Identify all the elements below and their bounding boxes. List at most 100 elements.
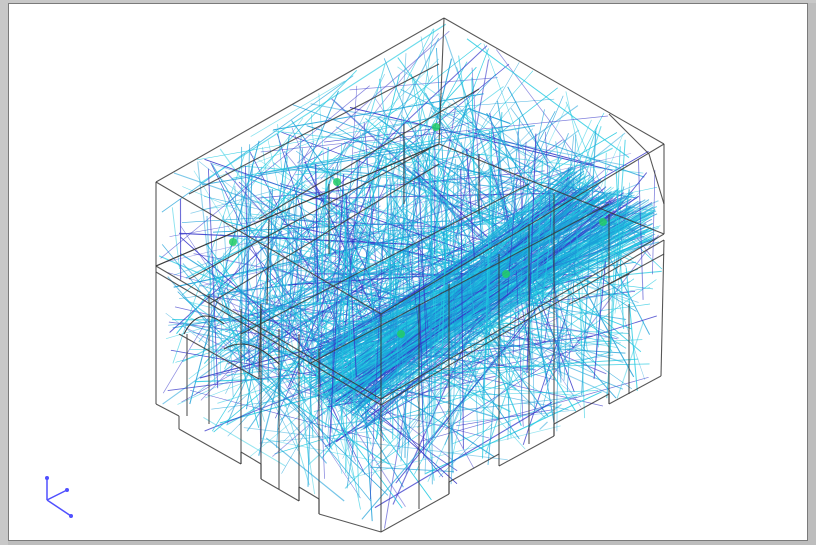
ray-path bbox=[437, 221, 450, 346]
ray-path bbox=[243, 195, 246, 264]
ray-path bbox=[313, 177, 328, 315]
ray-path bbox=[289, 207, 303, 293]
ray-path bbox=[296, 182, 298, 308]
wireframe-arch bbox=[223, 343, 280, 365]
ray-trace-scene[interactable] bbox=[9, 4, 808, 541]
wireframe-edge bbox=[240, 451, 262, 465]
ray-path bbox=[207, 168, 219, 389]
wireframe-edge bbox=[258, 303, 262, 380]
ray-path bbox=[356, 161, 358, 348]
ray-path bbox=[576, 227, 586, 419]
ray-path bbox=[450, 258, 459, 485]
ray-path bbox=[440, 199, 453, 360]
ray-path bbox=[535, 160, 544, 301]
ray-path bbox=[363, 186, 377, 374]
ray-path bbox=[180, 321, 499, 419]
ray-path bbox=[226, 141, 348, 424]
ray-path bbox=[351, 192, 605, 416]
wireframe-edge bbox=[380, 233, 665, 400]
ray-path bbox=[241, 146, 243, 334]
wireframe-edge bbox=[155, 17, 445, 183]
ray-path bbox=[198, 285, 241, 343]
ray-path bbox=[225, 73, 386, 394]
ray-path bbox=[315, 174, 590, 357]
x-axis-tip bbox=[69, 514, 73, 518]
ray-path bbox=[273, 93, 484, 131]
ray-path bbox=[277, 124, 310, 464]
wireframe-edge bbox=[155, 265, 382, 400]
wireframe-edge bbox=[608, 253, 665, 285]
ray-path bbox=[421, 157, 434, 420]
wireframe-edge bbox=[380, 239, 665, 406]
wireframe-edge bbox=[380, 143, 665, 315]
ray-path bbox=[555, 178, 569, 412]
ray-path bbox=[614, 182, 630, 314]
ray-path bbox=[185, 222, 293, 279]
ray-path bbox=[439, 172, 449, 401]
ray-path bbox=[161, 75, 354, 213]
ray-path bbox=[452, 382, 607, 444]
ray-path bbox=[481, 256, 489, 459]
ray-path bbox=[347, 227, 360, 498]
3d-viewport[interactable] bbox=[8, 3, 808, 541]
ray-path bbox=[485, 124, 599, 455]
ray-path bbox=[292, 193, 306, 397]
ray-path bbox=[507, 86, 549, 164]
wireframe-edge bbox=[155, 403, 180, 417]
wireframe-edge bbox=[208, 163, 440, 305]
ray-path bbox=[615, 165, 625, 329]
wireframe-edge bbox=[498, 435, 555, 467]
wireframe-edge bbox=[438, 17, 445, 145]
ray-path bbox=[245, 165, 250, 373]
ray-path bbox=[397, 57, 613, 352]
ray-path bbox=[345, 194, 357, 377]
wireframe-edge bbox=[553, 393, 610, 425]
ray-path bbox=[360, 203, 375, 295]
ray-path bbox=[403, 142, 412, 310]
wireframe-edge bbox=[660, 239, 665, 377]
ray-path bbox=[234, 185, 247, 383]
ray-path bbox=[443, 159, 456, 337]
ray-path bbox=[499, 157, 510, 282]
ray-path bbox=[507, 179, 515, 441]
ray-path bbox=[449, 222, 455, 461]
ray-path bbox=[581, 238, 583, 368]
ray-path bbox=[243, 144, 251, 362]
ray-path bbox=[452, 99, 514, 172]
ray-path bbox=[260, 115, 608, 153]
receiver-points bbox=[229, 123, 607, 338]
wireframe-edge bbox=[608, 375, 662, 405]
ray-path bbox=[431, 110, 529, 226]
ray-path bbox=[351, 189, 619, 395]
ray-path bbox=[460, 168, 464, 449]
ray-path bbox=[595, 194, 599, 361]
ray-path bbox=[333, 191, 571, 380]
ray-path bbox=[323, 127, 444, 143]
ray-path bbox=[485, 184, 494, 356]
ray-path bbox=[314, 191, 587, 360]
wireframe-edge bbox=[298, 486, 320, 500]
ray-path bbox=[362, 107, 472, 135]
wireframe-edge bbox=[438, 143, 665, 235]
ray-path bbox=[625, 267, 638, 391]
ray-path bbox=[219, 252, 225, 376]
ray-path bbox=[652, 170, 656, 275]
wireframe-edge bbox=[178, 333, 260, 380]
y-axis-tip bbox=[65, 488, 69, 492]
receiver-marker bbox=[397, 330, 405, 338]
wireframe-edge bbox=[318, 513, 382, 533]
ray-path bbox=[321, 197, 333, 432]
ray-path bbox=[348, 425, 561, 479]
ray-path bbox=[331, 243, 347, 407]
ray-path bbox=[396, 354, 614, 386]
ray-path bbox=[344, 237, 648, 412]
ray-path bbox=[470, 270, 479, 437]
ray-path bbox=[466, 148, 475, 259]
xyz-axis-icon bbox=[45, 476, 73, 518]
x-axis bbox=[46, 499, 72, 517]
ray-path bbox=[548, 165, 562, 383]
wireframe-edge bbox=[380, 493, 450, 533]
ray-path bbox=[430, 240, 433, 485]
wireframe-edge bbox=[155, 143, 440, 267]
ray-path bbox=[340, 222, 346, 432]
